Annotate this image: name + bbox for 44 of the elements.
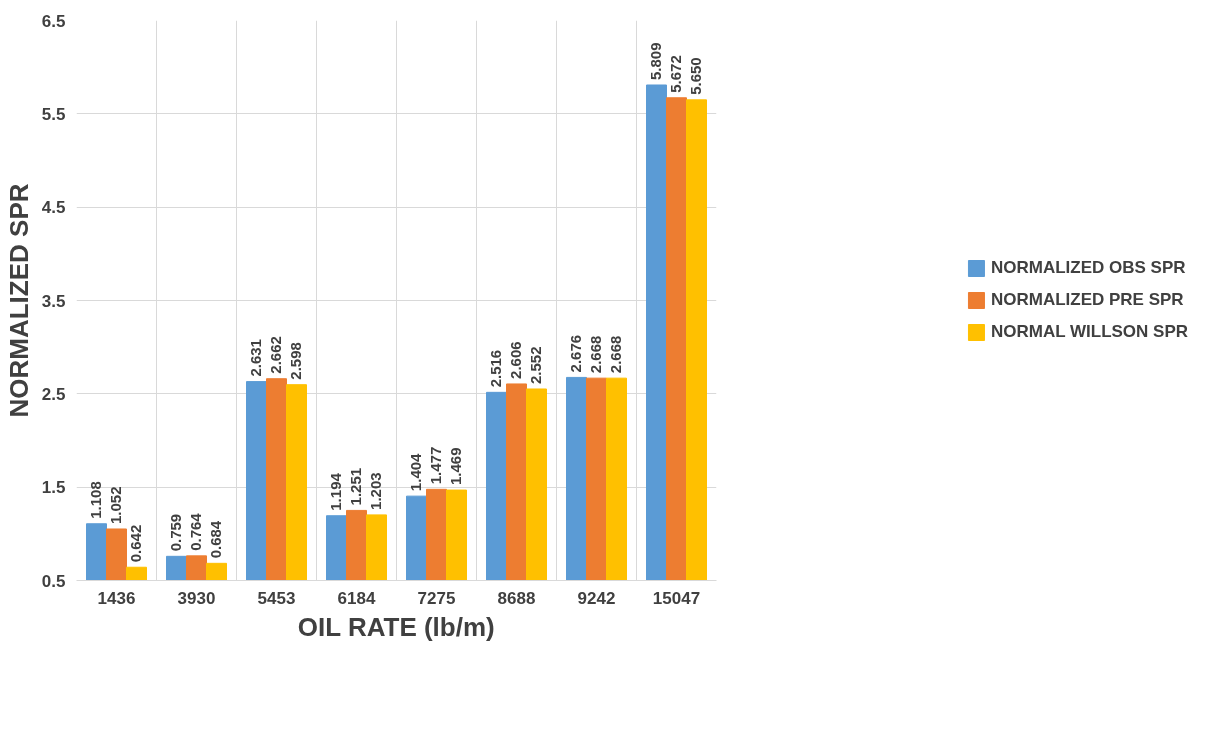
y-axis-title: NORMALIZED SPR — [3, 183, 34, 418]
data-label: 2.662 — [267, 336, 285, 374]
data-label: 5.672 — [667, 55, 685, 93]
data-label: 1.194 — [327, 472, 345, 511]
x-tick-label: 1436 — [97, 588, 136, 608]
data-label: 0.764 — [187, 512, 205, 551]
x-tick-label: 5453 — [257, 588, 296, 608]
data-label: 2.668 — [607, 335, 625, 374]
data-label: 2.676 — [567, 334, 585, 373]
x-axis-title: OIL RATE (lb/m) — [297, 611, 495, 642]
legend-label: NORMAL WILLSON SPR — [990, 322, 1189, 342]
data-label: 1.108 — [87, 481, 105, 519]
data-label: 1.469 — [447, 447, 465, 486]
data-label: 2.516 — [487, 349, 505, 388]
data-label: 0.684 — [207, 520, 225, 559]
x-tick-label: 15047 — [652, 588, 701, 608]
legend-label: NORMALIZED PRE SPR — [990, 290, 1184, 310]
y-tick-label: 3.5 — [41, 291, 66, 311]
data-label: 0.759 — [167, 513, 185, 552]
legend-label: NORMALIZED OBS SPR — [990, 258, 1186, 278]
data-label: 1.251 — [347, 467, 365, 506]
data-label: 5.809 — [647, 42, 665, 80]
data-label: 2.552 — [527, 346, 545, 384]
data-label: 2.598 — [287, 342, 305, 380]
data-label: 1.052 — [107, 486, 125, 524]
x-tick-label: 3930 — [177, 588, 216, 608]
y-tick-label: 2.5 — [41, 384, 66, 404]
data-label: 2.606 — [507, 341, 525, 379]
x-tick-label: 9242 — [577, 588, 616, 608]
data-label: 2.668 — [587, 335, 605, 374]
x-tick-label: 8688 — [497, 588, 536, 608]
y-tick-label: 1.5 — [41, 478, 66, 498]
data-label: 1.404 — [407, 452, 425, 492]
x-tick-label: 6184 — [337, 588, 376, 608]
data-label: 5.650 — [687, 57, 705, 95]
data-label: 0.642 — [127, 524, 145, 563]
y-tick-label: 5.5 — [41, 104, 66, 124]
data-label: 2.631 — [247, 339, 265, 377]
y-tick-label: 0.5 — [41, 571, 66, 591]
y-tick-label: 6.5 — [41, 11, 66, 31]
data-label: 1.477 — [427, 446, 445, 485]
data-label: 1.203 — [367, 472, 385, 510]
y-tick-label: 4.5 — [41, 198, 66, 218]
x-tick-label: 7275 — [417, 588, 456, 608]
